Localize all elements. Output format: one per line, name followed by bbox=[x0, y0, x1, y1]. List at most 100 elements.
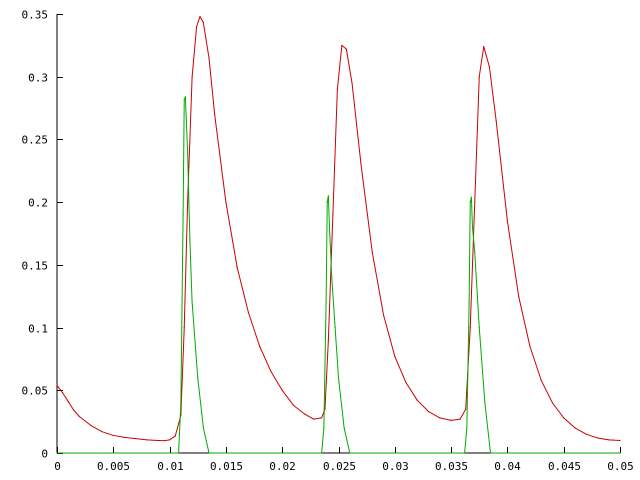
data-point bbox=[474, 201, 476, 203]
data-point bbox=[123, 436, 126, 438]
data-point bbox=[468, 301, 470, 304]
data-point bbox=[439, 417, 441, 419]
data-point bbox=[619, 439, 621, 442]
data-point bbox=[506, 220, 508, 222]
data-point bbox=[180, 402, 182, 404]
data-point bbox=[169, 439, 171, 441]
data-point bbox=[336, 88, 338, 90]
data-point bbox=[470, 196, 472, 198]
data-point bbox=[405, 382, 407, 384]
series-points-1 bbox=[56, 15, 621, 442]
data-point bbox=[90, 424, 92, 427]
data-point bbox=[321, 417, 323, 419]
data-point bbox=[416, 399, 418, 401]
data-point bbox=[608, 439, 610, 441]
x-tick-label: 0 bbox=[54, 460, 61, 473]
data-point bbox=[345, 48, 347, 50]
data-point bbox=[56, 452, 58, 454]
data-point bbox=[471, 226, 474, 228]
data-point bbox=[323, 427, 325, 429]
x-tick-label: 0.02 bbox=[269, 460, 296, 473]
data-point bbox=[281, 389, 283, 391]
data-point bbox=[483, 46, 485, 48]
data-point bbox=[208, 57, 210, 59]
data-point bbox=[214, 113, 216, 115]
data-point bbox=[478, 326, 480, 329]
data-point bbox=[236, 266, 238, 268]
data-point bbox=[334, 326, 336, 329]
data-point bbox=[343, 427, 345, 429]
data-point bbox=[574, 427, 576, 429]
data-point bbox=[247, 311, 250, 314]
data-point bbox=[313, 418, 315, 420]
data-point bbox=[360, 163, 362, 166]
data-point bbox=[484, 402, 486, 404]
data-point bbox=[464, 452, 466, 454]
data-point bbox=[187, 151, 189, 153]
data-point bbox=[202, 427, 204, 429]
data-point bbox=[182, 214, 184, 216]
data-point bbox=[478, 76, 480, 78]
data-point bbox=[304, 413, 306, 415]
data-point bbox=[325, 301, 327, 304]
data-point bbox=[73, 409, 75, 411]
data-point bbox=[394, 355, 396, 358]
x-tick-label: 0.035 bbox=[435, 460, 468, 473]
series-line-2 bbox=[57, 96, 620, 454]
data-point bbox=[270, 370, 272, 373]
data-point bbox=[349, 452, 351, 454]
data-point bbox=[196, 25, 198, 28]
data-point bbox=[495, 120, 497, 122]
x-tick-label: 0.04 bbox=[494, 460, 521, 473]
data-point bbox=[427, 411, 430, 413]
data-point bbox=[225, 201, 227, 203]
data-point bbox=[191, 76, 193, 78]
axes: 0 0.05 0.1 0.15 0.2 0.25 0.3 0.35 0 0.005 0.01 0.01… bbox=[22, 9, 634, 474]
data-point bbox=[488, 66, 490, 68]
data-point bbox=[163, 440, 165, 442]
data-point bbox=[78, 416, 81, 418]
data-point bbox=[183, 326, 185, 329]
data-point bbox=[191, 301, 193, 304]
data-point bbox=[326, 201, 328, 203]
series-layer bbox=[56, 15, 621, 454]
data-point bbox=[382, 314, 385, 316]
data-point bbox=[328, 226, 331, 228]
data-point bbox=[474, 251, 476, 253]
data-point bbox=[146, 439, 148, 441]
data-point bbox=[174, 435, 176, 437]
data-point bbox=[459, 418, 461, 420]
data-point bbox=[518, 295, 520, 297]
x-tick-label: 0.01 bbox=[157, 460, 184, 473]
data-point bbox=[67, 400, 69, 403]
data-point bbox=[551, 402, 554, 404]
data-point bbox=[327, 339, 329, 341]
y-tick-label: 0.1 bbox=[28, 323, 48, 336]
data-point bbox=[331, 276, 333, 278]
x-tick-label: 0.05 bbox=[607, 460, 634, 473]
data-point bbox=[450, 419, 452, 421]
data-point bbox=[101, 431, 103, 433]
data-point bbox=[529, 345, 531, 347]
y-tick-label: 0.35 bbox=[22, 9, 49, 22]
data-point bbox=[332, 214, 334, 216]
data-point bbox=[321, 452, 323, 454]
data-point bbox=[208, 452, 210, 454]
y-tick-label: 0.25 bbox=[22, 134, 49, 147]
data-point bbox=[187, 201, 189, 203]
data-point bbox=[371, 251, 373, 253]
y-tick-label: 0.2 bbox=[28, 197, 48, 210]
data-point bbox=[202, 22, 204, 24]
data-point bbox=[157, 439, 159, 442]
data-point bbox=[341, 44, 343, 46]
data-point bbox=[465, 408, 467, 410]
data-point bbox=[189, 239, 191, 241]
x-tick-label: 0.025 bbox=[323, 460, 356, 473]
data-point bbox=[259, 345, 261, 347]
data-point bbox=[596, 437, 599, 439]
x-tick-label: 0.005 bbox=[97, 460, 130, 473]
data-point bbox=[112, 434, 114, 437]
data-point bbox=[351, 82, 353, 84]
